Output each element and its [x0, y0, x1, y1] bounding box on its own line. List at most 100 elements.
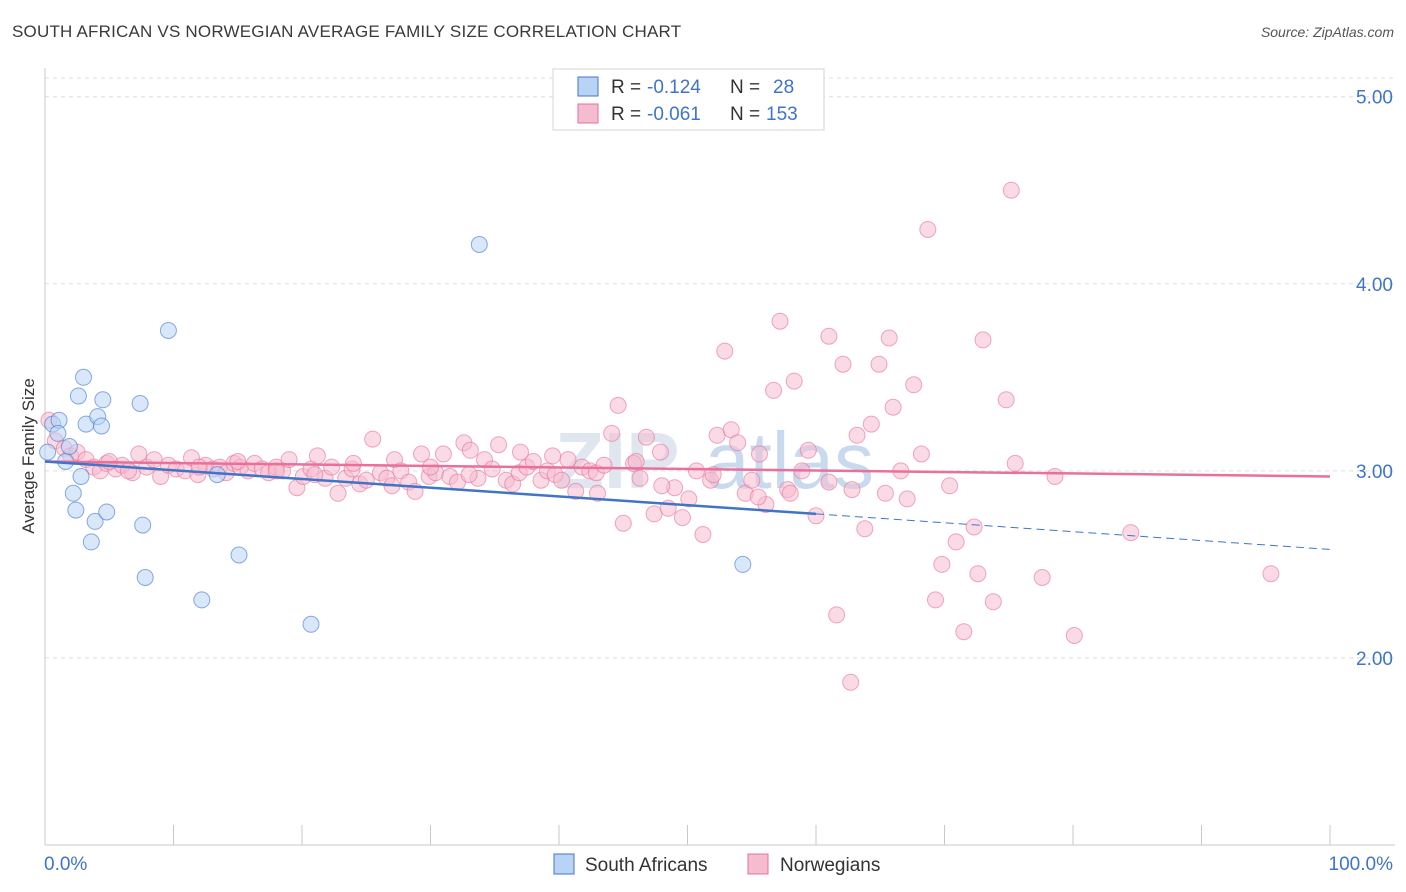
norwegians-point-117 — [876, 484, 894, 502]
norwegians-point-62 — [483, 460, 501, 478]
legend-n-value-2: 153 — [766, 104, 798, 125]
norwegians-point-124 — [927, 591, 944, 609]
south-africans-point-5 — [67, 501, 85, 519]
south-africans-point-14 — [94, 391, 112, 409]
norwegians-point-80 — [609, 396, 627, 414]
norwegians-point-155 — [344, 454, 362, 472]
south-africans-trend-line — [44, 460, 817, 516]
legend-r-label-2: R = — [611, 104, 641, 125]
south-africans-trend-extension — [815, 513, 1331, 550]
south-africans-point-11 — [86, 512, 104, 530]
norwegians-point-136 — [1046, 468, 1064, 485]
norwegians-point-74 — [567, 482, 585, 500]
y-tick-label-1: 3.00 — [1356, 462, 1393, 483]
norwegians-point-143 — [781, 484, 799, 502]
south-africans-point-8 — [75, 368, 92, 386]
legend-r-label-1: R = — [611, 77, 641, 98]
south-africans-point-16 — [131, 395, 149, 412]
norwegians-point-111 — [834, 355, 852, 373]
norwegians-point-122 — [912, 445, 930, 463]
norwegians-point-120 — [898, 490, 916, 508]
south-africans-point-10 — [82, 533, 100, 551]
norwegians-point-147 — [653, 477, 671, 495]
norwegians-point-110 — [828, 606, 846, 624]
south-africans-point-4 — [60, 438, 78, 455]
norwegians-point-131 — [984, 593, 1002, 611]
south-africans-point-19 — [159, 322, 177, 339]
norwegians-point-144 — [749, 488, 767, 506]
south-africans-point-27 — [64, 484, 82, 502]
gridlines — [45, 77, 1395, 659]
norwegians-point-107 — [799, 441, 817, 459]
norwegians-point-149 — [589, 484, 606, 502]
norwegians-point-14 — [145, 451, 163, 469]
south-africans-point-0 — [39, 443, 57, 461]
norwegians-point-138 — [1122, 524, 1140, 542]
x-tick-label-min: 0.0% — [44, 854, 87, 875]
norwegians-point-135 — [1033, 569, 1051, 586]
norwegians-point-40 — [329, 484, 347, 502]
norwegians-point-86 — [652, 443, 669, 461]
norwegians-point-73 — [559, 451, 577, 469]
norwegians-point-68 — [524, 453, 542, 470]
south-africans-point-18 — [136, 569, 154, 586]
south-africans-point-26 — [49, 424, 67, 442]
norwegians-point-115 — [862, 415, 880, 433]
y-tick-label-3: 5.00 — [1356, 88, 1393, 109]
norwegians-point-158 — [229, 453, 247, 470]
norwegians-point-55 — [434, 445, 452, 463]
norwegians-point-151 — [512, 443, 529, 461]
bottom-legend: South Africans Norwegians — [553, 853, 880, 876]
norwegians-point-72 — [553, 471, 571, 489]
norwegians-point-59 — [461, 441, 479, 459]
south-africans-point-25 — [734, 555, 752, 573]
bottom-legend-swatch-norwegians — [747, 853, 769, 875]
norwegians-point-142 — [965, 518, 983, 536]
norwegians-point-44 — [357, 471, 375, 489]
norwegians-point-102 — [765, 381, 783, 399]
norwegians-point-91 — [688, 462, 705, 480]
norwegians-point-133 — [1002, 181, 1020, 199]
south-africans-point-24 — [470, 236, 488, 253]
south-africans-point-6 — [69, 387, 87, 405]
x-tick-labels: 0.0% 100.0% — [44, 854, 1393, 875]
norwegians-point-97 — [729, 434, 747, 452]
norwegians-point-129 — [969, 565, 987, 583]
norwegians-point-128 — [955, 623, 973, 641]
norwegians-point-84 — [637, 428, 655, 446]
norwegians-point-37 — [308, 447, 326, 465]
norwegians-point-140 — [820, 473, 838, 491]
norwegians-point-139 — [1262, 565, 1280, 583]
legend-n-label-2: N = — [730, 104, 760, 125]
legend-r-value-2: -0.061 — [647, 104, 701, 125]
legend-n-label-1: N = — [730, 77, 760, 98]
norwegians-point-100 — [751, 445, 768, 463]
south-africans-point-17 — [134, 516, 152, 534]
south-africans-point-13 — [93, 417, 110, 435]
norwegians-point-134 — [1006, 454, 1024, 472]
norwegians-point-150 — [544, 447, 562, 465]
chart-source: Source: ZipAtlas.com — [1260, 24, 1394, 40]
norwegians-point-105 — [785, 372, 803, 390]
norwegians-point-121 — [905, 376, 923, 394]
bottom-legend-swatch-south-africans — [553, 853, 575, 875]
norwegians-point-112 — [842, 673, 860, 691]
norwegians-point-127 — [947, 533, 965, 551]
legend-box: R = -0.124 N = 28 R = -0.061 N = 153 — [552, 68, 825, 131]
norwegians-point-116 — [870, 355, 888, 373]
y-axis-label: Average Family Size — [19, 378, 38, 534]
bottom-legend-label-norwegians: Norwegians — [780, 855, 880, 876]
norwegians-point-85 — [645, 505, 663, 523]
y-tick-label-2: 4.00 — [1356, 275, 1393, 296]
norwegians-point-130 — [974, 331, 992, 349]
axes — [44, 68, 1395, 846]
legend-n-value-1: 28 — [773, 77, 794, 98]
norwegians-point-157 — [267, 462, 285, 480]
norwegians-point-52 — [413, 445, 430, 463]
norwegians-point-114 — [856, 520, 874, 538]
series-south-africans-points — [39, 236, 752, 633]
norwegians-point-83 — [631, 469, 649, 487]
south-africans-point-23 — [302, 615, 320, 633]
norwegians-point-108 — [807, 507, 825, 525]
